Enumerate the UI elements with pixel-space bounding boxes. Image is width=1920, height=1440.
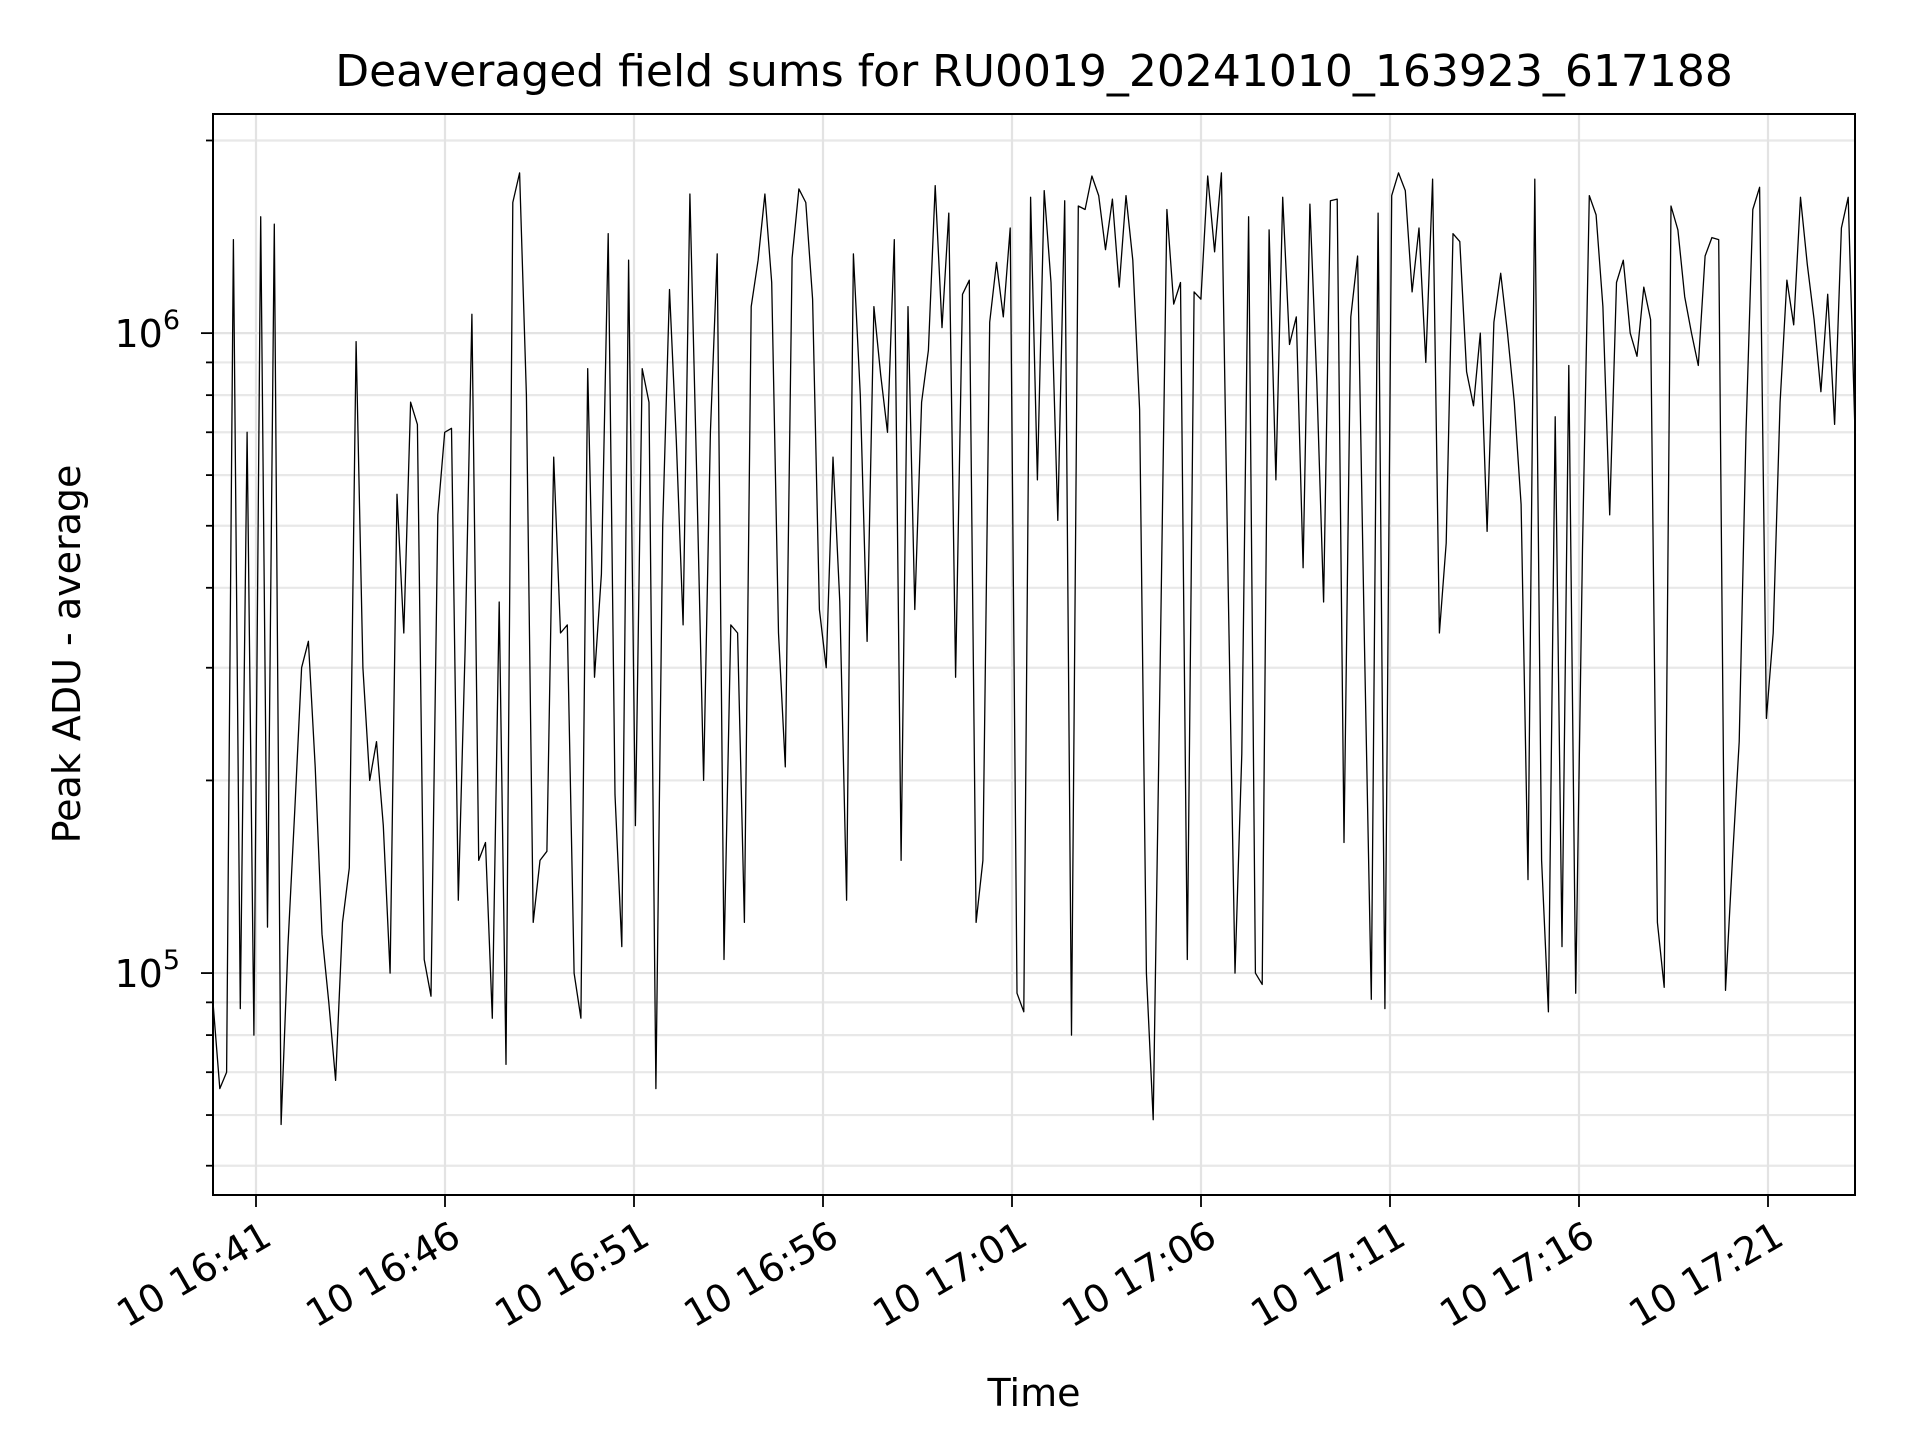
x-tick-label: 10 16:51 xyxy=(487,1213,656,1336)
x-tick-label: 10 17:11 xyxy=(1243,1213,1412,1336)
axis-ticks xyxy=(201,139,1769,1207)
x-tick-labels: 10 16:41 10 16:46 10 16:51 10 16:56 10 17:01… xyxy=(109,1213,1790,1336)
series-layer xyxy=(212,172,1856,1126)
series-line xyxy=(212,172,1856,1126)
x-tick-label: 10 17:21 xyxy=(1621,1213,1790,1336)
y-tick-label: 106 xyxy=(114,305,180,356)
x-tick-label: 10 17:06 xyxy=(1054,1213,1223,1336)
x-tick-label: 10 17:01 xyxy=(865,1213,1034,1336)
x-tick-label: 10 16:46 xyxy=(298,1213,467,1336)
x-tick-label: 10 17:16 xyxy=(1432,1213,1601,1336)
y-axis-label: Peak ADU - average xyxy=(45,465,89,844)
x-tick-label: 10 16:56 xyxy=(676,1213,845,1336)
y-tick-labels: 106 105 xyxy=(114,305,180,996)
x-tick-label: 10 16:41 xyxy=(109,1213,278,1336)
grid-lines xyxy=(213,114,1855,1195)
plot-frame xyxy=(212,113,1856,1196)
x-axis-label: Time xyxy=(987,1371,1081,1415)
chart-title: Deaveraged field sums for RU0019_2024101… xyxy=(335,46,1733,97)
y-tick-label: 105 xyxy=(114,945,180,996)
